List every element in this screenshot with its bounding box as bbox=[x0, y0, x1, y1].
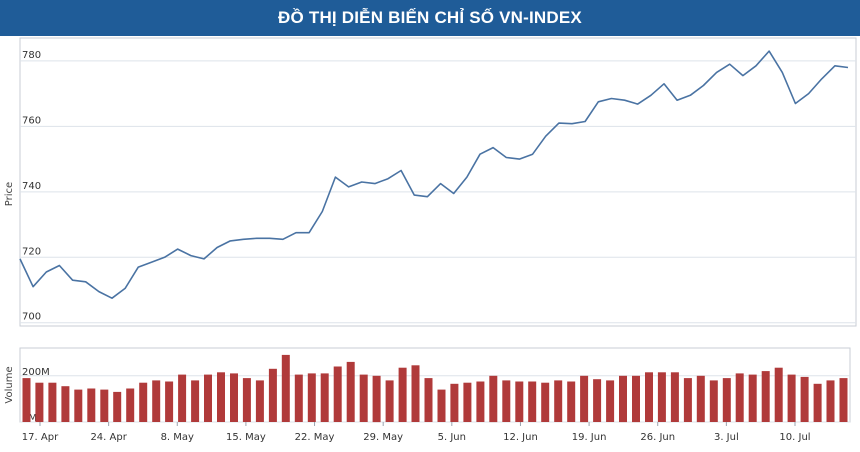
volume-bar bbox=[242, 378, 251, 422]
volume-bar bbox=[333, 366, 342, 422]
price-axis-title: Price bbox=[4, 182, 15, 206]
price-plot-frame bbox=[19, 37, 857, 327]
x-tick-label: 10. Jul bbox=[779, 432, 810, 443]
price-tick-label: 720 bbox=[22, 246, 41, 257]
vn-index-chart: 700720740760780Price0M200MVolume17. Apr2… bbox=[4, 37, 857, 443]
volume-bar bbox=[372, 375, 381, 423]
volume-bar bbox=[657, 372, 666, 422]
volume-bar bbox=[567, 381, 576, 422]
volume-bar bbox=[839, 378, 848, 422]
volume-bar bbox=[696, 375, 705, 423]
x-tick-label: 22. May bbox=[295, 432, 335, 443]
volume-bar bbox=[74, 389, 83, 422]
x-tick-label: 12. Jun bbox=[503, 432, 538, 443]
volume-bar bbox=[191, 380, 200, 422]
volume-bar bbox=[735, 373, 744, 422]
volume-bar bbox=[139, 382, 148, 422]
volume-bar bbox=[294, 374, 303, 422]
volume-bar bbox=[632, 375, 640, 423]
volume-bar bbox=[268, 368, 277, 422]
volume-bar bbox=[606, 380, 615, 422]
x-tick-label: 29. May bbox=[363, 432, 403, 443]
volume-bar bbox=[178, 374, 187, 422]
volume-bar bbox=[320, 373, 329, 422]
chart-title: ĐỒ THỊ DIỄN BIẾN CHỈ SỐ VN-INDEX bbox=[278, 8, 582, 27]
volume-bar bbox=[113, 391, 122, 422]
volume-bar bbox=[359, 374, 368, 422]
volume-bar bbox=[554, 380, 563, 422]
volume-bar bbox=[748, 374, 757, 422]
volume-bar bbox=[165, 381, 174, 422]
volume-bar bbox=[670, 372, 679, 422]
volume-bar bbox=[255, 380, 264, 422]
volume-bar bbox=[463, 382, 472, 422]
volume-tick-label: 200M bbox=[22, 367, 50, 378]
volume-bar bbox=[722, 378, 731, 422]
volume-bar bbox=[230, 373, 238, 422]
volume-bar bbox=[476, 381, 485, 422]
volume-bar bbox=[204, 374, 212, 422]
x-tick-label: 17. Apr bbox=[22, 432, 59, 443]
x-tick-label: 24. Apr bbox=[90, 432, 127, 443]
x-tick-label: 8. May bbox=[161, 432, 194, 443]
volume-bar bbox=[307, 373, 316, 422]
volume-bar bbox=[541, 382, 550, 422]
price-line bbox=[19, 50, 849, 300]
volume-bar bbox=[645, 372, 653, 422]
price-tick-label: 700 bbox=[22, 312, 41, 323]
volume-bar bbox=[580, 375, 589, 423]
price-tick-label: 780 bbox=[22, 50, 41, 61]
volume-bar bbox=[813, 383, 822, 422]
price-tick-label: 740 bbox=[22, 181, 41, 192]
volume-axis-title: Volume bbox=[4, 366, 15, 403]
volume-bar bbox=[774, 367, 783, 422]
volume-bar bbox=[411, 365, 420, 422]
volume-bar bbox=[61, 386, 70, 422]
volume-bar bbox=[48, 382, 57, 422]
x-tick-label: 3. Jul bbox=[714, 432, 739, 443]
x-tick-label: 5. Jun bbox=[438, 432, 466, 443]
volume-bar bbox=[217, 372, 225, 422]
volume-bar bbox=[450, 383, 459, 422]
volume-bar bbox=[515, 381, 524, 422]
volume-bar bbox=[100, 389, 109, 422]
chart-title-banner: ĐỒ THỊ DIỄN BIẾN CHỈ SỐ VN-INDEX bbox=[0, 0, 860, 36]
volume-bar bbox=[528, 381, 537, 422]
volume-bar bbox=[346, 361, 355, 422]
volume-bar bbox=[826, 380, 835, 422]
x-tick-label: 26. Jun bbox=[640, 432, 675, 443]
volume-bar bbox=[489, 375, 498, 423]
volume-bar bbox=[683, 378, 692, 422]
volume-bar bbox=[385, 380, 394, 422]
volume-bar bbox=[35, 382, 44, 422]
volume-bar bbox=[437, 389, 446, 422]
volume-bar bbox=[761, 371, 770, 422]
volume-bar bbox=[281, 354, 290, 422]
volume-bar bbox=[709, 380, 718, 422]
volume-bar bbox=[593, 379, 602, 422]
volume-bar bbox=[424, 378, 433, 422]
volume-bar bbox=[502, 380, 511, 422]
x-tick-label: 19. Jun bbox=[572, 432, 607, 443]
volume-bar bbox=[152, 380, 161, 422]
price-tick-label: 760 bbox=[22, 115, 41, 126]
volume-bar bbox=[126, 388, 135, 422]
x-tick-label: 15. May bbox=[226, 432, 266, 443]
volume-bar bbox=[22, 378, 31, 422]
volume-bar bbox=[398, 367, 407, 422]
volume-bar bbox=[787, 374, 796, 422]
volume-bar bbox=[800, 376, 809, 422]
volume-bar bbox=[619, 375, 627, 423]
volume-bar bbox=[87, 388, 96, 422]
